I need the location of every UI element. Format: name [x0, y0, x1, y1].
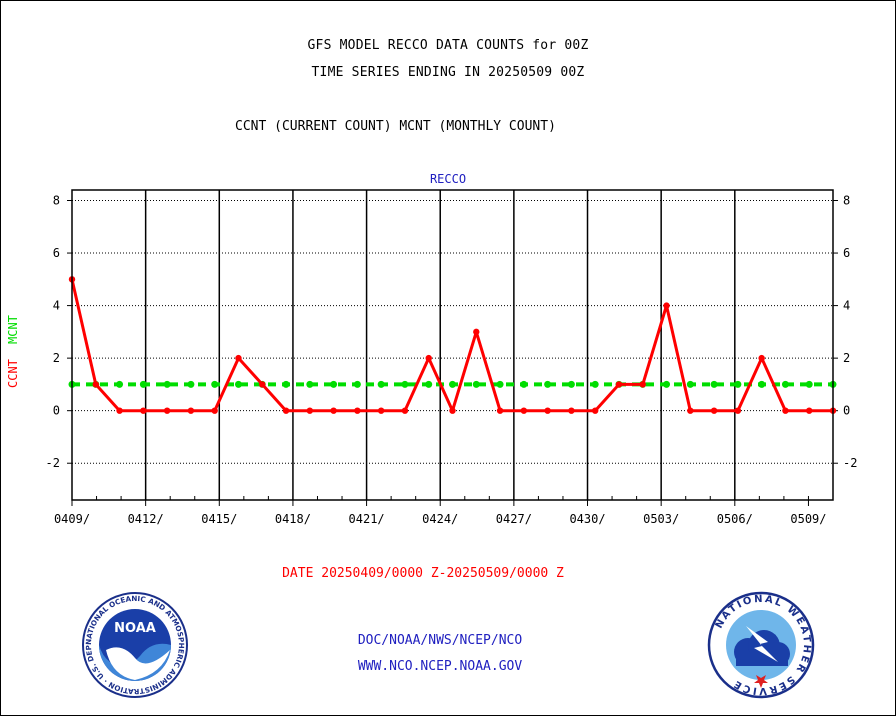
data-point-ccnt [496, 407, 504, 414]
data-point-mcnt [591, 380, 599, 388]
chart-title-line2: TIME SERIES ENDING IN 20250509 00Z [311, 65, 585, 80]
data-point-mcnt [282, 380, 290, 388]
data-point-ccnt [163, 407, 171, 414]
data-point-ccnt [710, 407, 718, 414]
chart-title-line1: GFS MODEL RECCO DATA COUNTS for 00Z [307, 38, 589, 53]
data-point-ccnt [306, 407, 314, 414]
data-point-mcnt [544, 380, 552, 388]
data-point-ccnt [734, 407, 742, 414]
data-point-mcnt [734, 380, 742, 388]
y-tick-label: 6 [53, 246, 60, 260]
data-point-ccnt [615, 381, 623, 388]
noaa-logo-icon: NATIONAL OCEANIC AND ATMOSPHERIC ADMINIS… [80, 590, 188, 698]
data-point-ccnt [782, 407, 789, 414]
x-tick-label: 0506/ [717, 512, 753, 526]
data-point-mcnt [211, 380, 219, 388]
data-point-mcnt [663, 380, 671, 388]
axis-layer: -2 -2 0 0 2 2 4 4 6 6 8 8 0409/0412/0415/0418/0421/0… [46, 189, 857, 526]
data-point-ccnt [187, 407, 195, 414]
y-tick-label-right: 8 [843, 194, 850, 208]
plot-title: RECCO [429, 172, 467, 186]
y-tick-label: 2 [53, 351, 60, 365]
data-point-mcnt [520, 380, 528, 388]
data-point-mcnt [377, 380, 385, 388]
x-tick-label: 0503/ [643, 512, 679, 526]
data-point-ccnt [473, 328, 480, 336]
y-tick-label-right: 6 [843, 246, 850, 260]
data-point-ccnt [140, 407, 147, 414]
data-point-mcnt [805, 380, 813, 388]
data-point-ccnt [568, 407, 575, 414]
data-point-ccnt [544, 407, 551, 414]
y-tick-label: 0 [53, 404, 60, 418]
data-point-ccnt [758, 354, 765, 362]
data-point-mcnt [234, 380, 242, 388]
x-tick-label: 0509/ [790, 512, 826, 526]
y-tick-label: 8 [53, 194, 60, 208]
data-point-ccnt [211, 407, 218, 414]
grid-layer [67, 190, 838, 506]
footer-website: WWW.NCO.NCEP.NOAA.GOV [357, 659, 523, 674]
chart-title-line3: CCNT (CURRENT COUNT) MCNT (MONTHLY COUNT… [235, 119, 556, 134]
data-point-ccnt [282, 407, 290, 414]
noaa-logo-text: NOAA [114, 621, 156, 636]
data-point-mcnt [330, 380, 338, 388]
data-point-mcnt [187, 380, 195, 388]
data-point-mcnt [139, 380, 147, 388]
data-point-mcnt [472, 380, 480, 388]
y-tick-label-right: 2 [843, 351, 850, 365]
data-point-mcnt [306, 380, 314, 388]
data-point-mcnt [710, 380, 718, 388]
data-point-mcnt [163, 380, 171, 388]
plot-frame [71, 189, 834, 501]
data-point-ccnt [330, 407, 337, 414]
x-tick-label: 0421/ [349, 512, 385, 526]
data-point-ccnt [425, 354, 432, 362]
y-tick-label: -2 [46, 456, 60, 470]
data-point-mcnt [425, 380, 433, 388]
data-point-mcnt [116, 380, 124, 388]
x-tick-label: 0424/ [422, 512, 458, 526]
data-point-ccnt [92, 381, 99, 388]
data-point-mcnt [496, 380, 504, 388]
data-point-ccnt [377, 407, 385, 414]
x-tick-label: 0412/ [128, 512, 164, 526]
series-line-ccnt [70, 278, 833, 413]
data-point-ccnt [116, 407, 123, 414]
data-point-ccnt [401, 407, 409, 414]
y-tick-label: 4 [53, 299, 60, 313]
data-point-mcnt [449, 380, 456, 388]
series-layer [68, 276, 837, 414]
x-tick-label: 0409/ [54, 512, 90, 526]
x-axis-date-range: DATE 20250409/0000 Z-20250509/0000 Z [282, 566, 564, 581]
data-point-ccnt [520, 407, 528, 414]
data-point-mcnt [353, 380, 361, 388]
data-point-ccnt [354, 407, 361, 414]
x-tick-label: 0430/ [569, 512, 605, 526]
data-point-ccnt [663, 302, 670, 309]
data-point-mcnt [567, 380, 575, 388]
x-tick-label: 0415/ [201, 512, 237, 526]
data-point-ccnt [687, 407, 694, 414]
x-tick-label: 0427/ [496, 512, 532, 526]
data-point-ccnt [449, 407, 456, 414]
footer-org-path: DOC/NOAA/NWS/NCEP/NCO [357, 633, 523, 648]
data-point-mcnt [401, 380, 409, 388]
data-point-mcnt [781, 380, 789, 388]
nws-logo-icon: NATIONAL WEATHER SERVICE [707, 591, 815, 699]
data-point-ccnt [806, 407, 813, 414]
data-point-ccnt [259, 381, 266, 388]
data-point-mcnt [758, 380, 766, 388]
y-tick-label-right: 4 [843, 299, 850, 313]
data-point-mcnt [686, 380, 694, 388]
y-tick-label-right: -2 [843, 456, 857, 470]
x-tick-label: 0418/ [275, 512, 311, 526]
data-point-ccnt [591, 407, 599, 414]
data-point-ccnt [639, 381, 646, 388]
y-tick-label-right: 0 [843, 404, 850, 418]
data-point-ccnt [235, 354, 242, 362]
